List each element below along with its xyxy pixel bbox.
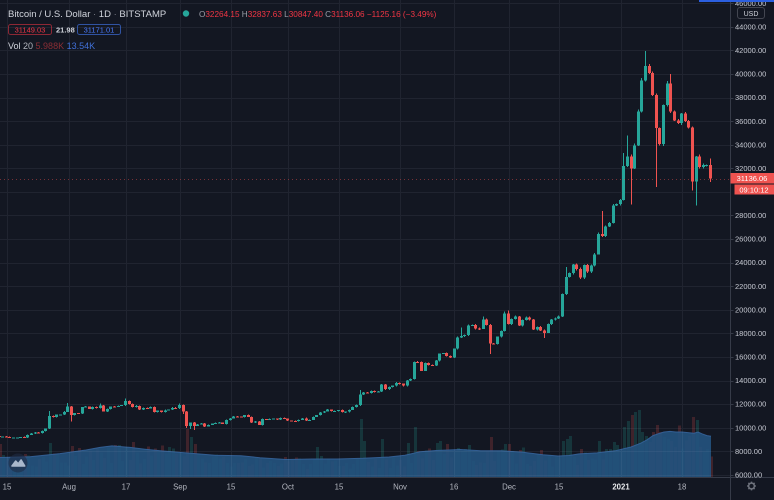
svg-text:6000.00: 6000.00	[735, 470, 762, 479]
svg-text:USD: USD	[744, 11, 759, 18]
svg-text:15: 15	[335, 483, 344, 492]
svg-text:15: 15	[555, 483, 564, 492]
svg-text:20000.00: 20000.00	[735, 305, 766, 314]
svg-text:Oct: Oct	[282, 483, 295, 492]
svg-text:15: 15	[227, 483, 236, 492]
svg-text:15: 15	[3, 483, 12, 492]
svg-text:44000.00: 44000.00	[735, 22, 766, 31]
svg-text:22000.00: 22000.00	[735, 282, 766, 291]
svg-text:16000.00: 16000.00	[735, 353, 766, 362]
svg-text:36000.00: 36000.00	[735, 117, 766, 126]
svg-text:38000.00: 38000.00	[735, 93, 766, 102]
svg-text:14000.00: 14000.00	[735, 376, 766, 385]
svg-text:Dec: Dec	[502, 483, 516, 492]
svg-text:2021: 2021	[612, 483, 630, 492]
svg-text:24000.00: 24000.00	[735, 258, 766, 267]
svg-text:21.98: 21.98	[56, 26, 75, 35]
svg-text:18: 18	[678, 483, 687, 492]
svg-text:Nov: Nov	[393, 483, 407, 492]
svg-text:Bitcoin / U.S. Dollar · 1D · B: Bitcoin / U.S. Dollar · 1D · BITSTAMP	[8, 9, 166, 20]
svg-text:16: 16	[450, 483, 459, 492]
svg-text:26000.00: 26000.00	[735, 235, 766, 244]
svg-text:Sep: Sep	[173, 483, 188, 492]
svg-text:12000.00: 12000.00	[735, 400, 766, 409]
svg-text:46000.00: 46000.00	[735, 0, 766, 8]
svg-text:32000.00: 32000.00	[735, 164, 766, 173]
svg-text:40000.00: 40000.00	[735, 70, 766, 79]
svg-text:31171.01: 31171.01	[84, 26, 115, 35]
svg-text:Vol 20 5.988K 13.54K: Vol 20 5.988K 13.54K	[8, 41, 95, 51]
svg-text:31136.06: 31136.06	[737, 174, 768, 183]
svg-text:8000.00: 8000.00	[735, 447, 762, 456]
svg-text:34000.00: 34000.00	[735, 140, 766, 149]
svg-text:10000.00: 10000.00	[735, 423, 766, 432]
svg-text:Aug: Aug	[62, 483, 76, 492]
svg-text:42000.00: 42000.00	[735, 46, 766, 55]
svg-text:09:10:12: 09:10:12	[739, 185, 768, 194]
svg-text:17: 17	[122, 483, 131, 492]
svg-text:18000.00: 18000.00	[735, 329, 766, 338]
svg-text:28000.00: 28000.00	[735, 211, 766, 220]
svg-text:O32264.15 H32837.63 L30847.40: O32264.15 H32837.63 L30847.40 C31136.06 …	[199, 10, 437, 19]
svg-text:31149.03: 31149.03	[15, 26, 46, 35]
